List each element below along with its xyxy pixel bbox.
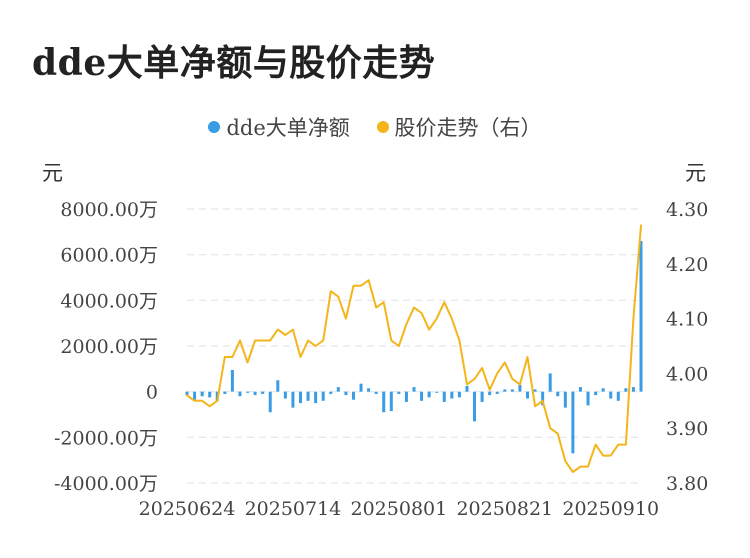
- legend-item-price[interactable]: 股价走势（右）: [376, 112, 542, 142]
- dde-bar: [351, 391, 355, 400]
- right-tick-label: 4.00: [666, 363, 708, 385]
- dde-bar: [276, 380, 280, 392]
- dde-bar: [563, 391, 567, 408]
- dde-bar: [283, 391, 287, 399]
- chart-title: dde大单净额与股价走势: [32, 42, 436, 84]
- dde-bar: [412, 387, 416, 392]
- dde-bar: [253, 391, 257, 396]
- x-tick-label: 20250801: [351, 498, 448, 520]
- dde-bar: [503, 389, 507, 392]
- dde-bar: [389, 391, 393, 412]
- dde-bar: [246, 391, 250, 393]
- dde-bar: [488, 391, 492, 396]
- dde-bar: [435, 391, 439, 393]
- left-tick-label: 8000.00万: [60, 199, 158, 221]
- dde-bar: [344, 391, 348, 396]
- dde-bar: [609, 391, 613, 399]
- dde-bar: [200, 391, 204, 397]
- right-tick-label: 3.80: [666, 473, 708, 495]
- dde-bar: [548, 373, 552, 392]
- left-tick-label: 4000.00万: [60, 290, 158, 312]
- dde-bar: [336, 387, 340, 392]
- right-tick-label: 4.10: [666, 309, 708, 331]
- dde-bar: [185, 391, 189, 396]
- dde-bar: [601, 388, 605, 392]
- dde-bar: [556, 391, 560, 397]
- dde-bar: [533, 389, 537, 392]
- dde-bar: [578, 387, 582, 392]
- dde-bar: [291, 391, 295, 408]
- dde-bar: [518, 384, 522, 392]
- dde-bar: [541, 391, 545, 406]
- legend-dot-dde-icon: [208, 121, 221, 133]
- dde-bar: [526, 391, 529, 399]
- left-axis-unit: 元: [42, 161, 63, 185]
- dde-bar: [450, 391, 454, 399]
- dde-bar: [480, 391, 484, 402]
- left-tick-label: 6000.00万: [60, 245, 158, 267]
- dde-bar: [306, 391, 310, 401]
- right-tick-label: 3.90: [666, 418, 708, 440]
- left-tick-label: 0: [146, 382, 158, 404]
- dde-bar: [495, 391, 499, 394]
- dde-bar: [208, 391, 212, 398]
- dde-bar: [473, 391, 477, 422]
- dde-bar: [230, 369, 234, 392]
- price-line: [186, 224, 642, 473]
- dde-bar: [359, 383, 363, 392]
- dde-bar: [420, 391, 424, 401]
- left-tick-label: 2000.00万: [60, 336, 158, 358]
- legend-item-dde[interactable]: dde大单净额: [208, 112, 350, 142]
- dde-bar: [616, 391, 620, 401]
- left-tick-label: -4000.00万: [54, 473, 158, 495]
- dde-bar: [397, 391, 401, 394]
- x-tick-label: 20250714: [245, 498, 342, 520]
- dde-bar: [427, 391, 431, 398]
- dde-bar: [510, 389, 514, 392]
- dde-bar: [261, 391, 265, 394]
- dde-bar: [442, 391, 446, 402]
- dde-bar: [571, 391, 575, 454]
- left-tick-label: -2000.00万: [54, 427, 158, 449]
- dde-bar: [404, 391, 408, 402]
- x-tick-label: 20250624: [139, 498, 236, 520]
- right-tick-label: 4.30: [666, 199, 708, 221]
- dde-bar: [382, 391, 386, 413]
- x-tick-label: 20250821: [456, 498, 553, 520]
- dde-bar: [314, 391, 318, 404]
- dde-bar: [223, 391, 227, 394]
- right-axis-unit: 元: [685, 161, 706, 185]
- dde-bar: [329, 391, 333, 394]
- right-tick-label: 4.20: [666, 254, 708, 276]
- dde-bar: [594, 391, 598, 396]
- dde-bar: [631, 387, 635, 392]
- dde-bar: [374, 391, 378, 394]
- dde-bar: [299, 391, 302, 404]
- legend-dot-price-icon: [376, 121, 389, 133]
- dde-bar: [457, 391, 461, 398]
- legend-label-dde: dde大单净额: [226, 116, 350, 140]
- dde-bar: [586, 391, 590, 406]
- chart-legend: dde大单净额 股价走势（右）: [0, 112, 750, 142]
- legend-label-price: 股价走势（右）: [394, 116, 542, 140]
- dde-bar: [321, 391, 325, 401]
- x-tick-label: 20250910: [562, 498, 659, 520]
- dde-bar: [624, 388, 628, 392]
- dde-bar: [193, 391, 197, 400]
- dde-bar: [238, 391, 242, 397]
- dde-bar: [465, 385, 469, 392]
- dde-bar: [639, 240, 643, 392]
- dde-bar: [367, 388, 371, 392]
- dde-bar: [268, 391, 272, 413]
